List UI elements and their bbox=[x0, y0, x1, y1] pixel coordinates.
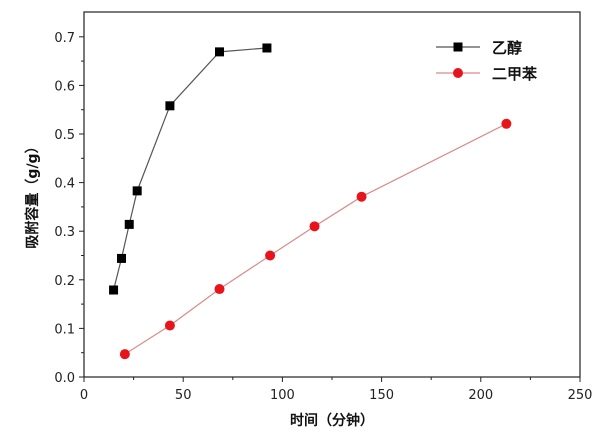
series-line-0 bbox=[112, 47, 267, 291]
data-point-0-1 bbox=[116, 253, 126, 263]
y-tick-label: 0.2 bbox=[54, 274, 75, 289]
y-tick-label: 0.5 bbox=[54, 128, 75, 143]
data-point-1-2 bbox=[214, 284, 225, 295]
y-axis: 0.0 0.1 0.2 0.3 0.4 0.5 0.6 0.7 bbox=[54, 31, 84, 386]
series-line-1 bbox=[124, 123, 507, 355]
y-tick-label: 0.4 bbox=[54, 177, 75, 192]
legend-label-0: 乙醇 bbox=[492, 39, 522, 57]
x-tick-label: 0 bbox=[80, 388, 88, 403]
y-tick-label: 0.7 bbox=[54, 31, 75, 46]
legend-label-1: 二甲苯 bbox=[492, 65, 538, 83]
x-tick-label: 150 bbox=[369, 388, 394, 403]
legend-marker-1 bbox=[453, 68, 463, 78]
data-point-0-3 bbox=[132, 186, 142, 196]
data-point-0-6 bbox=[262, 43, 272, 53]
x-axis-label: 时间（分钟） bbox=[290, 412, 374, 429]
y-tick-label: 0.0 bbox=[54, 371, 75, 386]
x-axis: 0 50 100 150 200 250 bbox=[80, 377, 593, 403]
data-point-0-5 bbox=[215, 47, 225, 57]
data-point-1-5 bbox=[356, 191, 367, 202]
data-point-1-4 bbox=[309, 221, 320, 232]
data-point-1-6 bbox=[501, 118, 512, 129]
x-tick-label: 50 bbox=[175, 388, 192, 403]
x-tick-label: 250 bbox=[568, 388, 593, 403]
data-point-1-0 bbox=[119, 349, 130, 360]
data-point-1-3 bbox=[265, 250, 276, 261]
y-tick-label: 0.6 bbox=[54, 79, 75, 94]
data-point-0-2 bbox=[124, 219, 134, 229]
y-axis-label: 吸附容量（g/g） bbox=[24, 139, 41, 248]
data-point-0-4 bbox=[165, 101, 175, 111]
legend-marker-0 bbox=[453, 42, 463, 52]
data-point-1-1 bbox=[164, 320, 175, 331]
series-layer bbox=[109, 43, 512, 360]
y-tick-label: 0.3 bbox=[54, 225, 75, 240]
x-tick-label: 200 bbox=[468, 388, 493, 403]
data-point-0-0 bbox=[109, 285, 119, 295]
x-tick-label: 100 bbox=[270, 388, 295, 403]
y-tick-label: 0.1 bbox=[54, 322, 75, 337]
